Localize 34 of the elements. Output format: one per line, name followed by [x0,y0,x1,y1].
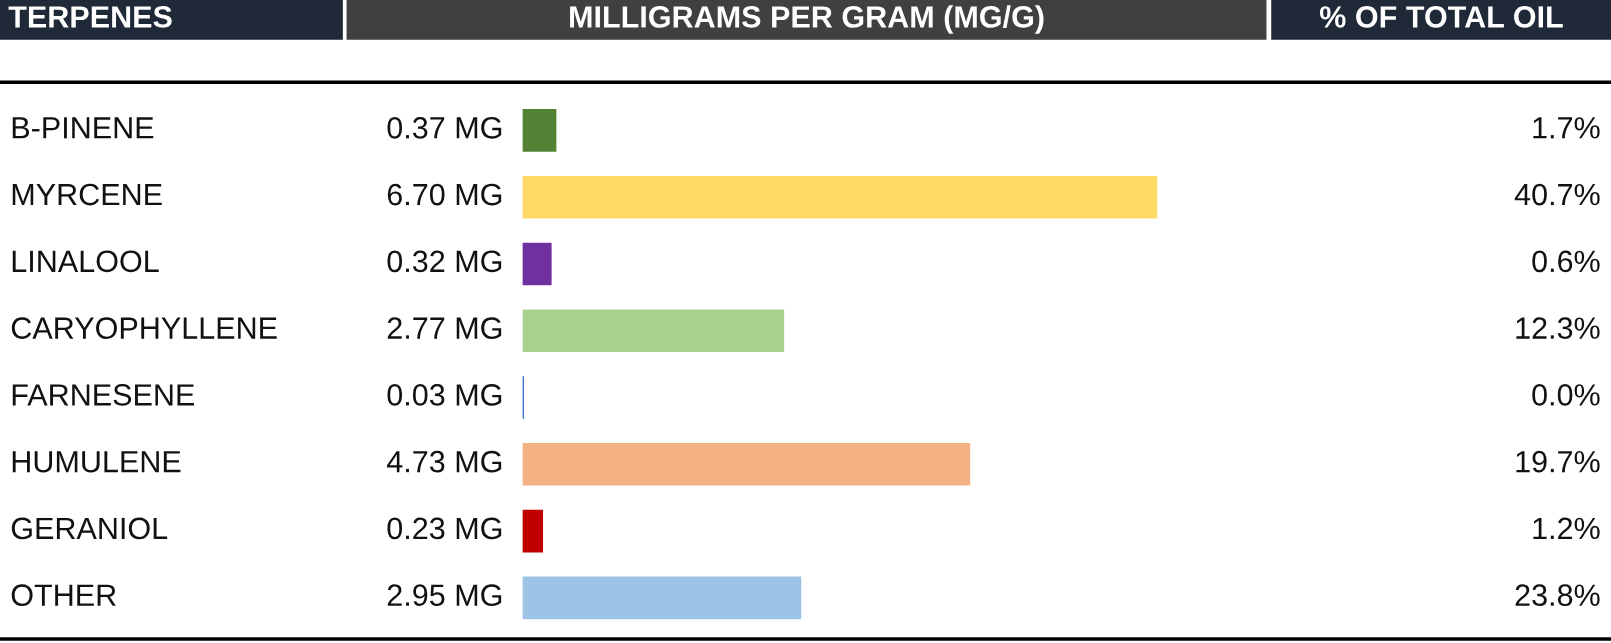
y-axis-title: TERPENES [8,6,172,28]
y-tick-label: GERANIOL [11,517,168,540]
bar [521,441,972,488]
data-label: 2.95 MG [387,584,502,607]
bar [521,241,554,287]
data-label: 4.73 MG [386,450,502,473]
text: 19.7% [1516,450,1600,473]
data-label: 2.77 MG [387,317,502,339]
data-label: 0.37 MG [387,117,502,139]
text: 0.0% [1532,384,1600,406]
data-label: 6.70 MG [387,183,502,206]
text: 0.6% [1532,250,1600,273]
text: 12.3% [1516,317,1600,339]
text: 1.2% [1533,517,1600,540]
bar [521,575,803,621]
text: 23.8% [1515,584,1600,607]
bar [521,508,545,554]
y-tick-label: HUMULENE [12,451,181,473]
text: 1.7% [1533,117,1600,139]
y-tick-label: FARNESENE [12,384,195,406]
bar [521,308,786,354]
bar [521,174,1159,220]
y-tick-label: CARYOPHYLLENE [11,317,277,339]
bar [521,107,558,154]
y-tick-label: B-PINENE [12,117,154,139]
data-label: 0.03 MG [387,384,502,406]
y-tick-label: LINALOOL [12,250,159,273]
data-label: 0.23 MG [387,517,502,540]
text: 40.7% [1514,183,1600,206]
text: % OF TOTAL OIL [1319,6,1563,28]
y-tick-label: MYRCENE [12,183,162,206]
x-axis-title: MILLIGRAMS PER GRAM (MG/G) [570,5,1044,34]
y-tick-label: OTHER [11,584,116,607]
data-label: 0.32 MG [387,250,502,273]
